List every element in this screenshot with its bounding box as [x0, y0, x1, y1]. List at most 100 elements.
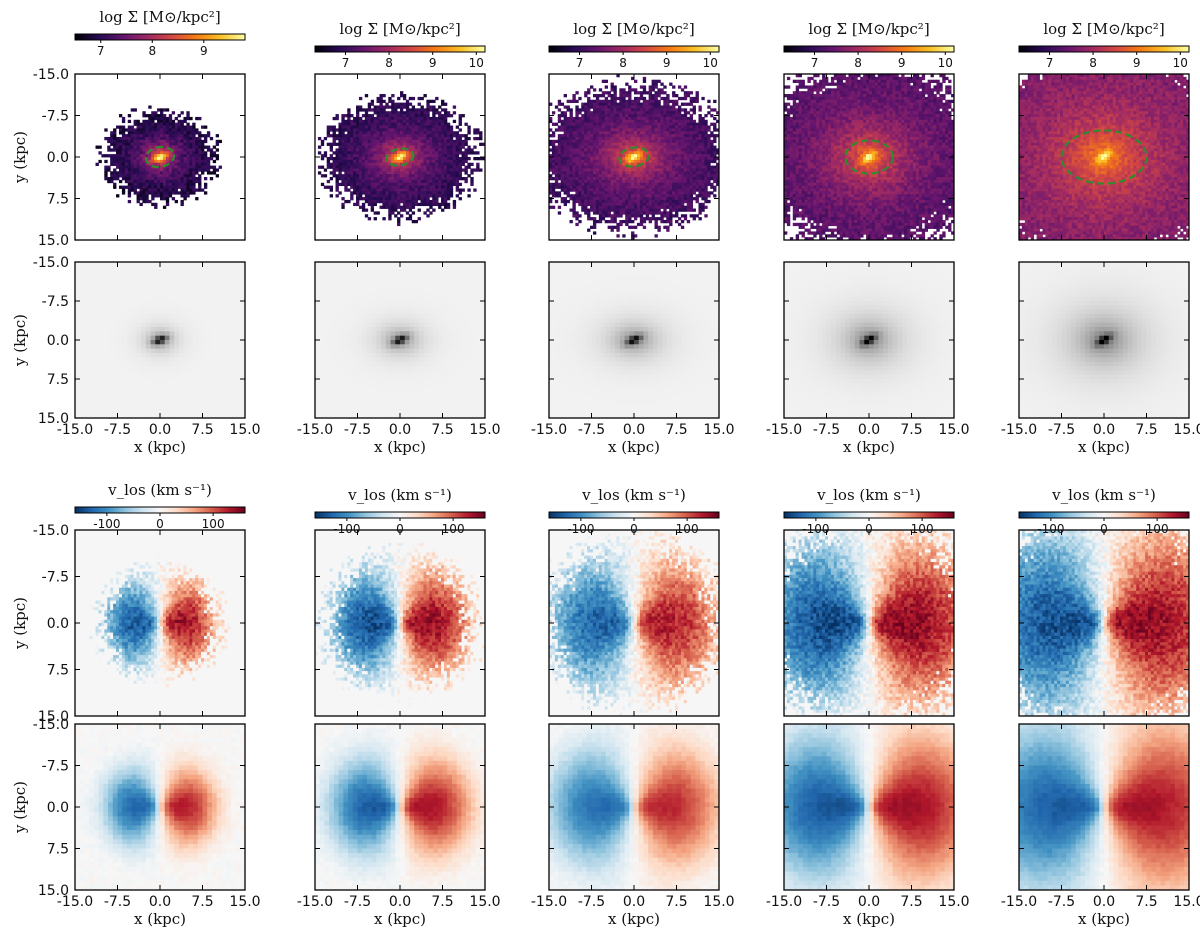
x-axis-label: x (kpc): [843, 910, 895, 928]
panel-vel-1: -15.0-7.50.07.515.0y (kpc): [11, 523, 245, 725]
panel-dens-4: [784, 74, 954, 240]
panel-dens-3: [549, 74, 719, 240]
colorbar-label: v_los (km s⁻¹): [107, 481, 212, 499]
x-tick-label: 0.0: [389, 894, 411, 910]
panel-gray-4: -15.0 -7.5 0.0 7.5 15.0x (kpc): [766, 262, 970, 456]
x-tick-label: -7.5: [813, 894, 840, 910]
x-tick-label: 0.0: [623, 422, 645, 438]
colorbar-tick-label: 10: [469, 56, 484, 70]
x-tick-label: 15.0: [938, 894, 969, 910]
y-tick-label: 15.0: [38, 411, 69, 427]
colorbar-tick-label: 100: [676, 522, 699, 536]
colorbar-tick-label: 7: [811, 56, 819, 70]
x-tick-label: 7.5: [665, 894, 687, 910]
colorbar-tick-label: 7: [97, 44, 105, 58]
panel-dens-1: -15.0-7.50.07.515.0y (kpc): [11, 67, 245, 249]
panel-gray-2: -15.0 -7.5 0.0 7.5 15.0x (kpc): [297, 262, 501, 456]
panel-gray-5: -15.0-7.50.07.515.0x (kpc): [1001, 262, 1200, 456]
x-tick-label: -7.5: [813, 422, 840, 438]
x-tick-label: -7.5: [578, 894, 605, 910]
colorbar-tick-label: 10: [1173, 56, 1188, 70]
x-tick-label: 7.5: [1135, 894, 1157, 910]
y-tick-label: -15.0: [33, 523, 69, 539]
colorbar-tick-label: 100: [202, 517, 225, 531]
y-tick-label: -7.5: [42, 109, 69, 125]
heatmap-cells: [549, 74, 719, 240]
colorbar-tick-label: 100: [911, 522, 934, 536]
heatmap-cells: [784, 724, 954, 890]
heatmap-cells: [549, 530, 719, 716]
x-tick-label: 15.0: [703, 894, 734, 910]
colorbar-tick-label: 10: [938, 56, 953, 70]
x-tick-label: -15.0: [297, 894, 333, 910]
x-tick-label: -15.0: [531, 894, 567, 910]
colorbar-tick-label: 8: [619, 56, 627, 70]
panel-velsm-4: -15.0 -7.5 0.0 7.5 15.0x (kpc): [766, 724, 970, 928]
x-tick-label: -7.5: [104, 422, 131, 438]
colorbar-tick-label: 9: [663, 56, 671, 70]
colorbar-tick-label: 0: [396, 522, 404, 536]
x-tick-label: -7.5: [1048, 894, 1075, 910]
x-axis-label: x (kpc): [843, 438, 895, 456]
panel-vel-4: [784, 530, 954, 716]
y-axis-label: y (kpc): [11, 597, 29, 650]
heatmap-cells: [96, 105, 222, 208]
x-tick-label: 0.0: [149, 894, 171, 910]
y-tick-label: 0.0: [47, 150, 69, 166]
y-tick-label: 7.5: [47, 842, 69, 858]
x-tick-label: -15.0: [1001, 894, 1037, 910]
x-tick-label: -7.5: [578, 422, 605, 438]
x-axis-label: x (kpc): [1078, 910, 1130, 928]
y-tick-label: 15.0: [38, 883, 69, 899]
x-axis-label: x (kpc): [1078, 438, 1130, 456]
y-axis-label: y (kpc): [11, 781, 29, 834]
x-tick-label: 15.0: [469, 894, 500, 910]
colorbar-tick-label: 7: [342, 56, 350, 70]
x-tick-label: 7.5: [191, 894, 213, 910]
colorbar-tick-label: 7: [576, 56, 584, 70]
x-tick-label: 0.0: [1093, 422, 1115, 438]
heatmap-cells: [315, 724, 485, 890]
colorbar-tick-label: 8: [854, 56, 862, 70]
heatmap-cells: [1019, 74, 1189, 240]
x-tick-label: 7.5: [431, 894, 453, 910]
y-tick-label: -7.5: [42, 294, 69, 310]
x-axis-label: x (kpc): [134, 910, 186, 928]
x-axis-label: x (kpc): [374, 438, 426, 456]
x-tick-label: -15.0: [1001, 422, 1037, 438]
y-tick-label: 7.5: [47, 372, 69, 388]
colorbar-label: log Σ [M⊙/kpc²]: [808, 20, 929, 38]
y-tick-label: -7.5: [42, 570, 69, 586]
colorbar-tick-label: 9: [429, 56, 437, 70]
y-tick-label: 15.0: [38, 233, 69, 249]
heatmap-cells: [549, 724, 719, 890]
colorbar-tick-label: 9: [200, 44, 208, 58]
panel-vel-2: [315, 530, 485, 716]
panel-velsm-3: -15.0 -7.5 0.0 7.5 15.0x (kpc): [531, 724, 735, 928]
colorbar-tick-label: 0: [156, 517, 164, 531]
heatmap-cells: [1019, 724, 1189, 890]
y-tick-label: 0.0: [47, 333, 69, 349]
x-tick-label: 7.5: [900, 894, 922, 910]
colorbar-label: v_los (km s⁻¹): [581, 486, 686, 504]
x-tick-label: 7.5: [191, 422, 213, 438]
x-tick-label: 7.5: [1135, 422, 1157, 438]
panel-gray-1: -15.0-15.0-7.5-7.50.00.07.57.515.015.0x …: [11, 255, 261, 456]
y-tick-label: -15.0: [33, 255, 69, 271]
x-tick-label: 15.0: [1173, 894, 1200, 910]
x-axis-label: x (kpc): [608, 438, 660, 456]
colorbar-tick-label: -100: [567, 522, 594, 536]
x-tick-label: 0.0: [858, 422, 880, 438]
colorbar-tick-label: 100: [1146, 522, 1169, 536]
colorbar-tick-label: -100: [802, 522, 829, 536]
panel-gray-3: -15.0 -7.5 0.0 7.5 15.0x (kpc): [531, 262, 735, 456]
colorbar-tick-label: 8: [385, 56, 393, 70]
